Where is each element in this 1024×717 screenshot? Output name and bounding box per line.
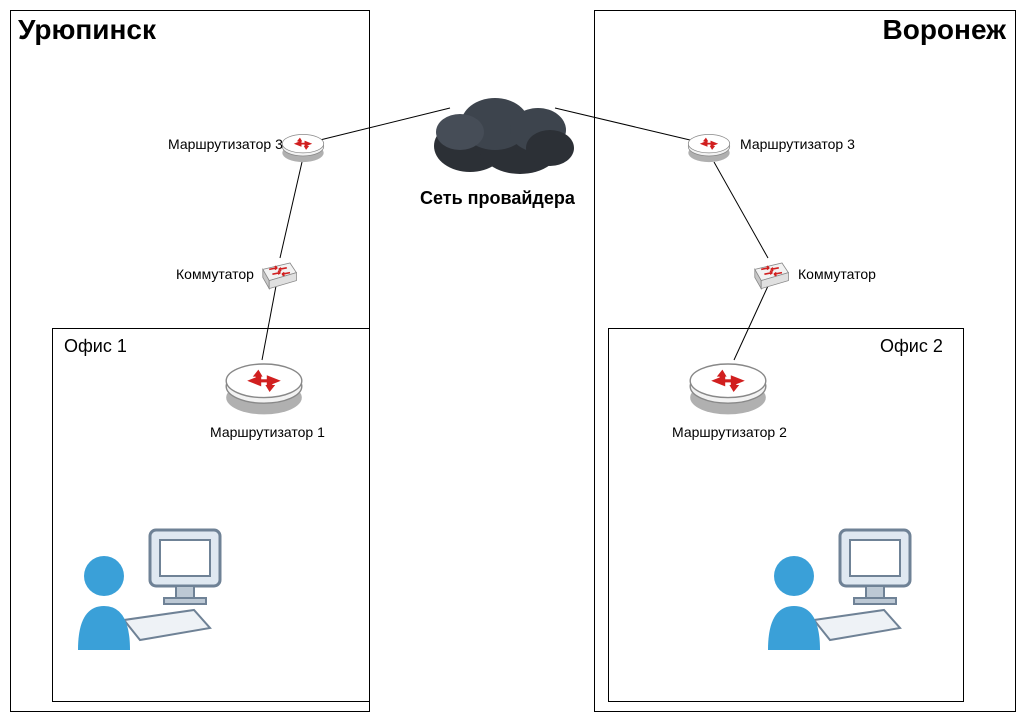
label-left-switch: Коммутатор: [176, 266, 254, 282]
cloud-icon: [420, 86, 580, 186]
label-right-router2: Маршрутизатор 2: [672, 424, 787, 440]
label-right-switch: Коммутатор: [798, 266, 876, 282]
switch-icon-right: [750, 258, 790, 297]
router-icon-left-1: [222, 352, 306, 423]
cloud-label: Сеть провайдера: [420, 188, 575, 209]
user-pc-icon-left: [72, 510, 232, 665]
diagram-canvas: Урюпинск Воронеж Офис 1 Офис 2 Сеть пров…: [0, 0, 1024, 717]
router-icon-right-2: [686, 352, 770, 423]
office-title-1: Офис 1: [64, 336, 127, 357]
router-icon-right-3: [686, 128, 732, 169]
office-title-2: Офис 2: [880, 336, 943, 357]
user-pc-icon-right: [762, 510, 922, 665]
site-title-uryupinsk: Урюпинск: [18, 14, 156, 46]
label-right-router3: Маршрутизатор 3: [740, 136, 855, 152]
label-left-router3: Маршрутизатор 3: [168, 136, 283, 152]
switch-icon-left: [258, 258, 298, 297]
label-left-router1: Маршрутизатор 1: [210, 424, 325, 440]
router-icon-left-3: [280, 128, 326, 169]
site-title-voronezh: Воронеж: [883, 14, 1007, 46]
